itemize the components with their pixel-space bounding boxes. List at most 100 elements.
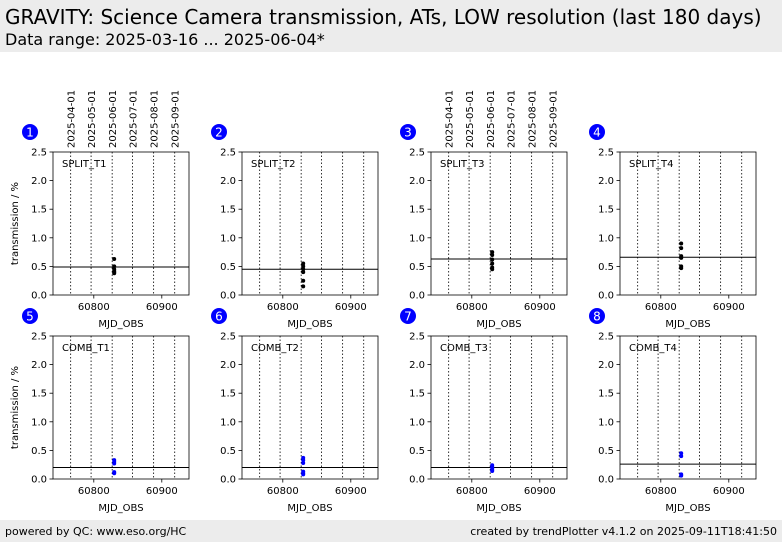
y-tick-label: 0.5 bbox=[220, 446, 236, 457]
panel-badge-number: 5 bbox=[26, 310, 34, 324]
data-point bbox=[301, 270, 306, 275]
plot-frame bbox=[52, 151, 190, 296]
y-tick-label: 0.5 bbox=[31, 262, 47, 273]
date-tick-label: 2025-07-01 bbox=[507, 90, 518, 148]
y-tick-label: 1.0 bbox=[220, 233, 236, 244]
data-point bbox=[301, 261, 306, 266]
data-point bbox=[679, 241, 684, 246]
x-tick-label: 60900 bbox=[335, 302, 367, 313]
y-tick-label: 2.0 bbox=[220, 176, 236, 187]
y-tick-label: 2.0 bbox=[409, 360, 425, 371]
date-tick-label: 2025-07-01 bbox=[129, 90, 140, 148]
x-axis-label: MJD_OBS bbox=[476, 319, 521, 330]
y-tick-label: 0.0 bbox=[598, 291, 614, 302]
data-point bbox=[490, 261, 495, 266]
panel-comb_t4 bbox=[589, 308, 757, 483]
plot-frame bbox=[430, 151, 568, 296]
data-point bbox=[112, 461, 117, 466]
panel-badge bbox=[22, 124, 38, 140]
data-point bbox=[490, 257, 495, 262]
data-point bbox=[301, 264, 306, 269]
panel-split_t3 bbox=[400, 124, 568, 299]
data-point bbox=[490, 468, 495, 473]
y-tick-label: 1.0 bbox=[31, 417, 47, 428]
y-tick-label: 2.5 bbox=[598, 332, 614, 343]
date-tick-label: 2025-04-01 bbox=[67, 90, 78, 148]
x-tick-label: 60800 bbox=[456, 302, 488, 313]
data-point bbox=[490, 252, 495, 257]
panel-split_t4 bbox=[589, 124, 757, 299]
x-axis-label: MJD_OBS bbox=[98, 503, 143, 514]
x-tick-label: 60800 bbox=[456, 486, 488, 497]
header-bar: GRAVITY: Science Camera transmission, AT… bbox=[0, 0, 782, 52]
y-tick-label: 0.5 bbox=[31, 446, 47, 457]
y-tick-label: 0.5 bbox=[220, 262, 236, 273]
date-tick-label: 2025-04-01 bbox=[445, 90, 456, 148]
y-tick-label: 0.0 bbox=[598, 475, 614, 486]
x-tick-label: 60800 bbox=[78, 486, 110, 497]
panel-badge bbox=[400, 308, 416, 324]
panel-label: SPLIT_T2 bbox=[251, 159, 295, 170]
data-point bbox=[301, 460, 306, 465]
data-point bbox=[301, 267, 306, 272]
y-tick-label: 1.5 bbox=[598, 205, 614, 216]
y-tick-label: 2.5 bbox=[598, 148, 614, 159]
data-point bbox=[112, 471, 117, 476]
data-point bbox=[490, 250, 495, 255]
x-tick-label: 60900 bbox=[146, 302, 178, 313]
y-tick-label: 0.0 bbox=[220, 291, 236, 302]
y-tick-label: 0.5 bbox=[598, 446, 614, 457]
y-tick-label: 1.5 bbox=[31, 389, 47, 400]
plot-frame bbox=[430, 335, 568, 480]
data-point bbox=[679, 454, 684, 459]
y-tick-label: 0.5 bbox=[409, 446, 425, 457]
y-tick-label: 1.0 bbox=[598, 233, 614, 244]
footer-credit: powered by QC: www.eso.org/HC bbox=[5, 525, 187, 538]
data-point bbox=[112, 264, 117, 269]
y-tick-label: 2.5 bbox=[31, 148, 47, 159]
x-tick-label: 60800 bbox=[78, 302, 110, 313]
date-tick-label: 2025-09-01 bbox=[549, 90, 560, 148]
panel-label: COMB_T3 bbox=[440, 343, 488, 354]
date-tick-label: 2025-05-01 bbox=[87, 90, 98, 148]
date-tick-label: 2025-06-01 bbox=[486, 90, 497, 148]
y-tick-label: 1.5 bbox=[220, 205, 236, 216]
x-axis-label: MJD_OBS bbox=[476, 503, 521, 514]
x-tick-label: 60900 bbox=[524, 486, 556, 497]
panel-badge bbox=[589, 308, 605, 324]
date-tick-label: 2025-09-01 bbox=[171, 90, 182, 148]
data-point bbox=[679, 473, 684, 478]
y-tick-label: 1.5 bbox=[220, 389, 236, 400]
x-tick-label: 60800 bbox=[267, 302, 299, 313]
date-tick-label: 2025-06-01 bbox=[108, 90, 119, 148]
panel-badge-number: 2 bbox=[215, 126, 223, 140]
date-tick-label: 2025-08-01 bbox=[150, 90, 161, 148]
panel-label: COMB_T1 bbox=[62, 343, 110, 354]
x-tick-label: 60900 bbox=[524, 302, 556, 313]
y-tick-label: 0.0 bbox=[31, 291, 47, 302]
panel-split_t1 bbox=[22, 124, 190, 299]
panel-badge-number: 1 bbox=[26, 126, 34, 140]
panel-split_t2 bbox=[211, 124, 379, 299]
y-tick-label: 0.5 bbox=[598, 262, 614, 273]
y-tick-label: 2.0 bbox=[598, 360, 614, 371]
data-point bbox=[679, 246, 684, 251]
panel-label: SPLIT_T4 bbox=[629, 159, 673, 170]
y-axis-label: transmission / % bbox=[10, 182, 21, 265]
data-point bbox=[301, 284, 306, 289]
y-tick-label: 1.0 bbox=[220, 417, 236, 428]
panel-badge bbox=[22, 308, 38, 324]
y-tick-label: 0.5 bbox=[409, 262, 425, 273]
x-axis-label: MJD_OBS bbox=[98, 319, 143, 330]
date-tick-label: 2025-05-01 bbox=[465, 90, 476, 148]
panel-badge-number: 8 bbox=[593, 310, 601, 324]
panel-label: COMB_T2 bbox=[251, 343, 299, 354]
y-tick-label: 2.5 bbox=[409, 148, 425, 159]
x-tick-label: 60800 bbox=[645, 486, 677, 497]
y-tick-label: 2.5 bbox=[220, 332, 236, 343]
x-tick-label: 60800 bbox=[267, 486, 299, 497]
panel-badge-number: 7 bbox=[404, 310, 412, 324]
y-tick-label: 2.0 bbox=[220, 360, 236, 371]
y-tick-label: 2.5 bbox=[409, 332, 425, 343]
